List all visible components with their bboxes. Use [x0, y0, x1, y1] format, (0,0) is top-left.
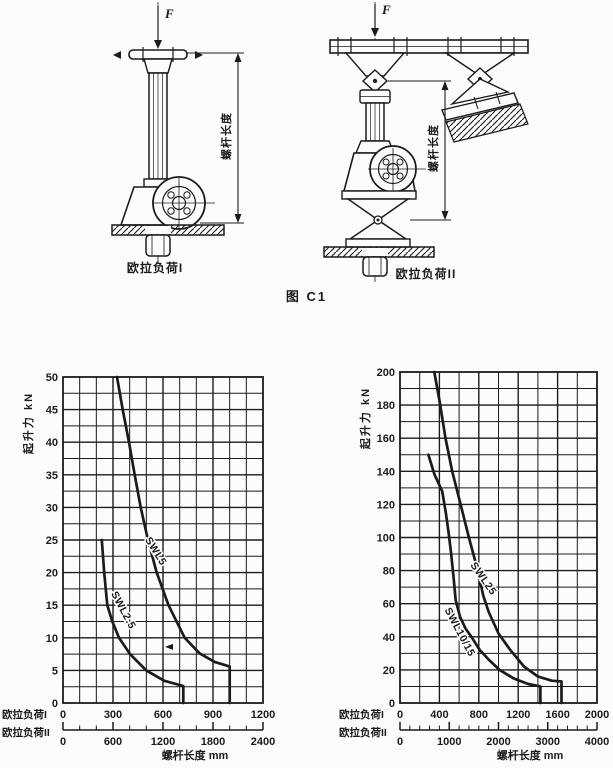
plot-border — [399, 371, 598, 704]
force-label: F — [381, 2, 391, 17]
y-tick-label: 25 — [46, 535, 58, 547]
hatched-wall — [445, 103, 529, 143]
y-tick-label: 40 — [383, 632, 395, 644]
x-tick-label-load2: 1000 — [437, 736, 461, 748]
grid — [63, 377, 263, 703]
screw-shaft — [143, 72, 173, 188]
force-label: F — [164, 6, 174, 21]
x-tick-label-load2: 0 — [397, 736, 403, 748]
x-tick-label-load2: 600 — [104, 736, 122, 748]
x-tick-label-load1: 0 — [397, 709, 403, 721]
x-tick-label-load1: 0 — [60, 709, 66, 721]
dimension-line: 螺杆长度 — [187, 52, 244, 224]
y-tick-label: 40 — [46, 437, 58, 449]
y-tick-label: 160 — [377, 433, 395, 445]
y-tick-label: 80 — [383, 566, 395, 578]
grid — [400, 372, 597, 703]
curve-SWL2.5 — [100, 538, 185, 705]
dimension-label: 螺杆长度 — [219, 112, 233, 160]
curve-SWL5 — [115, 375, 232, 705]
y-tick-label: 30 — [46, 502, 58, 514]
y-tick-label: 45 — [46, 405, 58, 417]
x-tick-label-load2: 2400 — [251, 736, 275, 748]
annotation-arrow — [165, 643, 173, 650]
axis-row-label-load1: 欧拉负荷I — [2, 708, 47, 721]
y-tick-label: 100 — [377, 533, 395, 545]
y-tick-label: 0 — [52, 698, 58, 710]
y-tick-label: 140 — [377, 466, 395, 478]
worm-wheel — [368, 145, 426, 193]
axes: 0 5 10 15 20 25 30 35 40 45 50 0 300 600 900 1200 0 600 12… — [2, 372, 275, 762]
x-tick-label-load1: 900 — [204, 709, 222, 721]
y-tick-label: 20 — [383, 665, 395, 677]
y-tick-label: 20 — [46, 568, 58, 580]
x-tick-label-load2: 3000 — [536, 736, 560, 748]
x-tick-label-load1: 1600 — [545, 709, 569, 721]
plot-border — [62, 376, 264, 704]
x-tick-label-load1: 1200 — [506, 709, 530, 721]
figure-caption: 图 C1 — [285, 289, 328, 304]
y-tick-label: 200 — [377, 367, 395, 379]
y-tick-label: 10 — [46, 633, 58, 645]
diagram-caption-load1: 欧拉负荷I — [127, 260, 183, 275]
bottom-stub — [362, 256, 388, 277]
x-tick-label-load2: 1200 — [151, 736, 175, 748]
x-tick-label-load1: 600 — [154, 709, 172, 721]
dimension-label: 螺杆长度 — [426, 124, 440, 172]
y-tick-label: 120 — [377, 499, 395, 511]
y-axis-title: 起升力 kN — [358, 387, 372, 450]
x-tick-label-load1: 300 — [104, 709, 122, 721]
axis-row-label-load1: 欧拉负荷I — [339, 708, 384, 721]
x-tick-label-load2: 2000 — [486, 736, 510, 748]
y-tick-label: 60 — [383, 599, 395, 611]
y-tick-label: 15 — [46, 600, 58, 612]
axis-row-label-load2: 欧拉负荷II — [339, 726, 387, 739]
lower-trunnion-mount — [341, 190, 417, 248]
wall-bracket-mount — [441, 52, 529, 143]
x-tick-label-load1: 2000 — [585, 709, 609, 721]
x-tick-label-load2: 4000 — [585, 736, 609, 748]
y-tick-label: 35 — [46, 470, 58, 482]
x-axis-title: 螺杆长度 mm — [162, 748, 229, 762]
jack-diagram-load2: F — [323, 2, 529, 284]
axis-row-label-load2: 欧拉负荷II — [2, 726, 50, 739]
curve-SWL10/15 — [427, 453, 542, 705]
y-tick-label: 50 — [46, 372, 58, 384]
worm-wheel — [152, 176, 215, 230]
x-tick-label-load1: 800 — [470, 709, 488, 721]
diagram-caption-load2: 欧拉负荷II — [396, 266, 457, 281]
y-tick-label: 0 — [389, 698, 395, 710]
x-axis-title: 螺杆长度 mm — [497, 748, 564, 762]
chart-lifting-force-small: 0 5 10 15 20 25 30 35 40 45 50 0 300 600 900 1200 0 600 12… — [2, 372, 275, 762]
base-plate — [323, 246, 435, 277]
x-tick-label-load2: 0 — [60, 736, 66, 748]
curve-SWL25 — [432, 370, 563, 705]
x-tick-label-load2: 1800 — [201, 736, 225, 748]
screw-shaft — [354, 102, 396, 154]
x-tick-label-load1: 1200 — [251, 709, 275, 721]
bottom-stub — [145, 234, 171, 257]
top-cap — [113, 47, 203, 74]
x-tick-label-load1: 400 — [430, 709, 448, 721]
y-tick-label: 180 — [377, 400, 395, 412]
force-arrow: F — [154, 6, 174, 49]
jack-diagram-load1: F — [111, 2, 244, 275]
y-tick-label: 5 — [52, 665, 58, 677]
dimension-line: 螺杆长度 — [388, 80, 451, 221]
force-arrow: F — [371, 2, 391, 37]
upper-swivel-mount — [344, 52, 406, 104]
y-axis-title: 起升力 kN — [21, 392, 35, 455]
base-plate — [111, 224, 225, 257]
